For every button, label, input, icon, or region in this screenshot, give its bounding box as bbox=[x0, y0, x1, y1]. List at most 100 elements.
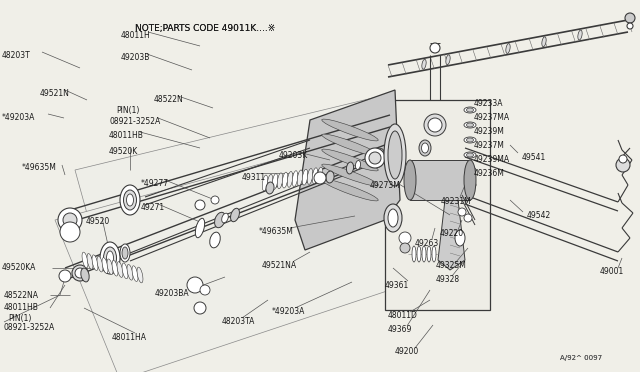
Circle shape bbox=[72, 265, 88, 281]
Ellipse shape bbox=[322, 179, 378, 201]
Ellipse shape bbox=[322, 119, 378, 141]
Ellipse shape bbox=[467, 153, 474, 157]
Ellipse shape bbox=[384, 124, 406, 186]
Text: 08921-3252A: 08921-3252A bbox=[109, 118, 160, 126]
Text: *49635M: *49635M bbox=[259, 228, 294, 237]
Text: *49277: *49277 bbox=[141, 180, 169, 189]
Ellipse shape bbox=[417, 246, 421, 262]
Text: *49203A: *49203A bbox=[272, 308, 305, 317]
Ellipse shape bbox=[455, 230, 465, 246]
Ellipse shape bbox=[322, 149, 378, 171]
Ellipse shape bbox=[122, 263, 128, 279]
Ellipse shape bbox=[376, 149, 384, 161]
Polygon shape bbox=[75, 95, 385, 315]
Ellipse shape bbox=[412, 246, 416, 262]
Ellipse shape bbox=[132, 266, 138, 282]
Ellipse shape bbox=[578, 30, 582, 40]
Text: 49520KA: 49520KA bbox=[2, 263, 36, 273]
Ellipse shape bbox=[464, 152, 476, 158]
Ellipse shape bbox=[112, 260, 118, 276]
Ellipse shape bbox=[122, 247, 128, 259]
Text: 49369: 49369 bbox=[388, 326, 412, 334]
Circle shape bbox=[60, 222, 80, 242]
Text: A/92^ 0097: A/92^ 0097 bbox=[560, 355, 602, 361]
Text: 49203B: 49203B bbox=[121, 54, 150, 62]
Ellipse shape bbox=[542, 37, 546, 47]
Ellipse shape bbox=[464, 107, 476, 113]
Text: 49200: 49200 bbox=[395, 347, 419, 356]
Ellipse shape bbox=[100, 242, 120, 274]
Text: 49521NA: 49521NA bbox=[262, 260, 297, 269]
Ellipse shape bbox=[422, 246, 426, 262]
Text: PIN(1): PIN(1) bbox=[8, 314, 31, 323]
Ellipse shape bbox=[124, 190, 136, 210]
Ellipse shape bbox=[427, 246, 431, 262]
Ellipse shape bbox=[277, 173, 283, 189]
Circle shape bbox=[195, 200, 205, 210]
Text: 49203BA: 49203BA bbox=[155, 289, 189, 298]
Polygon shape bbox=[295, 90, 400, 250]
Circle shape bbox=[399, 232, 411, 244]
Ellipse shape bbox=[81, 268, 89, 282]
Ellipse shape bbox=[104, 247, 116, 269]
Ellipse shape bbox=[272, 174, 278, 189]
Ellipse shape bbox=[422, 143, 429, 153]
Ellipse shape bbox=[464, 160, 476, 200]
Circle shape bbox=[314, 172, 326, 184]
Text: 49361: 49361 bbox=[385, 280, 409, 289]
Text: 49233A: 49233A bbox=[474, 99, 504, 109]
Ellipse shape bbox=[467, 123, 474, 127]
Text: 48522NA: 48522NA bbox=[4, 291, 39, 299]
Circle shape bbox=[369, 152, 381, 164]
Ellipse shape bbox=[464, 122, 476, 128]
Text: 48203T: 48203T bbox=[2, 51, 31, 61]
Text: 49521N: 49521N bbox=[40, 90, 70, 99]
Text: 49237M: 49237M bbox=[474, 141, 505, 151]
Ellipse shape bbox=[307, 169, 313, 185]
Text: 49203K: 49203K bbox=[279, 151, 308, 160]
Text: 48011HA: 48011HA bbox=[112, 333, 147, 341]
Text: NOTE;PARTS CODE 49011K....※: NOTE;PARTS CODE 49011K....※ bbox=[135, 23, 275, 32]
Text: 48011HB: 48011HB bbox=[4, 304, 39, 312]
Text: *49203A: *49203A bbox=[2, 113, 35, 122]
Ellipse shape bbox=[388, 209, 398, 227]
Ellipse shape bbox=[458, 208, 466, 216]
Text: *49635M: *49635M bbox=[22, 164, 57, 173]
Ellipse shape bbox=[137, 267, 143, 283]
Circle shape bbox=[211, 196, 219, 204]
Circle shape bbox=[430, 43, 440, 53]
Ellipse shape bbox=[355, 161, 360, 170]
Text: 49520: 49520 bbox=[86, 218, 110, 227]
Ellipse shape bbox=[467, 108, 474, 112]
Ellipse shape bbox=[506, 44, 510, 54]
Circle shape bbox=[400, 243, 410, 253]
Text: 49542: 49542 bbox=[527, 212, 551, 221]
Ellipse shape bbox=[292, 171, 298, 187]
Ellipse shape bbox=[117, 262, 123, 278]
Ellipse shape bbox=[346, 162, 353, 174]
Text: 48011D: 48011D bbox=[388, 311, 418, 321]
Ellipse shape bbox=[422, 59, 426, 69]
Text: 49263: 49263 bbox=[415, 238, 439, 247]
Ellipse shape bbox=[384, 204, 402, 232]
Ellipse shape bbox=[419, 140, 431, 156]
Text: 49311: 49311 bbox=[242, 173, 266, 182]
Ellipse shape bbox=[302, 169, 308, 185]
Polygon shape bbox=[385, 100, 490, 310]
Ellipse shape bbox=[464, 182, 476, 188]
Ellipse shape bbox=[127, 194, 134, 206]
Circle shape bbox=[75, 268, 85, 278]
Text: 48011HB: 48011HB bbox=[109, 131, 144, 141]
Text: A/92^ 0097: A/92^ 0097 bbox=[560, 355, 602, 361]
Circle shape bbox=[200, 285, 210, 295]
Ellipse shape bbox=[432, 246, 436, 262]
Text: 49328: 49328 bbox=[436, 276, 460, 285]
Ellipse shape bbox=[120, 185, 140, 215]
Ellipse shape bbox=[464, 137, 476, 143]
Ellipse shape bbox=[97, 256, 103, 272]
Ellipse shape bbox=[388, 131, 402, 179]
Ellipse shape bbox=[446, 55, 450, 65]
Ellipse shape bbox=[230, 208, 239, 222]
Text: 49325M: 49325M bbox=[436, 262, 467, 270]
Circle shape bbox=[194, 302, 206, 314]
